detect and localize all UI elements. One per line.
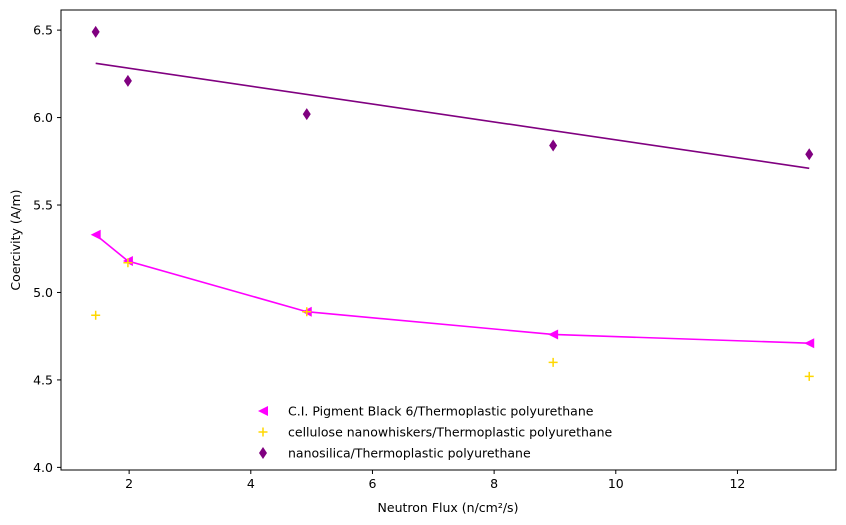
data-point-series-2 [302,108,311,121]
y-tick-label: 4.0 [33,460,53,475]
x-tick-label: 2 [125,476,133,491]
plot-area [61,10,836,470]
y-tick-label: 5.0 [33,285,53,300]
data-point-series-2 [91,25,100,38]
data-point-series-1 [302,307,312,317]
x-tick-label: 12 [729,476,745,491]
legend-marker-1 [258,427,268,437]
x-tick-label: 8 [490,476,498,491]
legend-marker-2 [259,447,267,459]
y-tick-label: 6.5 [33,23,53,38]
x-axis-label: Neutron Flux (n/cm²/s) [378,500,519,515]
data-point-series-2 [549,139,558,152]
data-markers [90,25,815,381]
legend-label-0: C.I. Pigment Black 6/Thermoplastic polyu… [288,404,594,419]
plot-frame [60,9,837,471]
data-point-series-0 [90,229,101,240]
legend-label-1: cellulose nanowhiskers/Thermoplastic pol… [288,425,612,440]
data-point-series-1 [548,357,558,367]
data-point-series-1 [91,310,101,320]
data-point-series-0 [804,338,815,349]
legend: C.I. Pigment Black 6/Thermoplastic polyu… [258,404,612,461]
x-tick-label: 10 [608,476,624,491]
y-tick-label: 5.5 [33,198,53,213]
y-tick-label: 6.0 [33,110,53,125]
x-tick-label: 6 [368,476,376,491]
legend-label-2: nanosilica/Thermoplastic polyurethane [288,446,531,461]
data-point-series-0 [548,329,559,340]
data-point-series-2 [123,74,132,87]
legend-marker-0 [258,406,268,416]
x-axis: 2 4 6 8 10 12 [125,470,745,491]
y-axis: 4.0 4.5 5.0 5.5 6.0 6.5 [33,23,61,475]
x-tick-label: 4 [247,476,255,491]
data-point-series-1 [804,371,814,381]
y-axis-label: Coercivity (A/m) [8,189,23,290]
data-point-series-1 [123,258,133,268]
fit-line-series-2 [95,62,810,170]
y-tick-label: 4.5 [33,372,53,387]
data-point-series-2 [805,148,814,161]
